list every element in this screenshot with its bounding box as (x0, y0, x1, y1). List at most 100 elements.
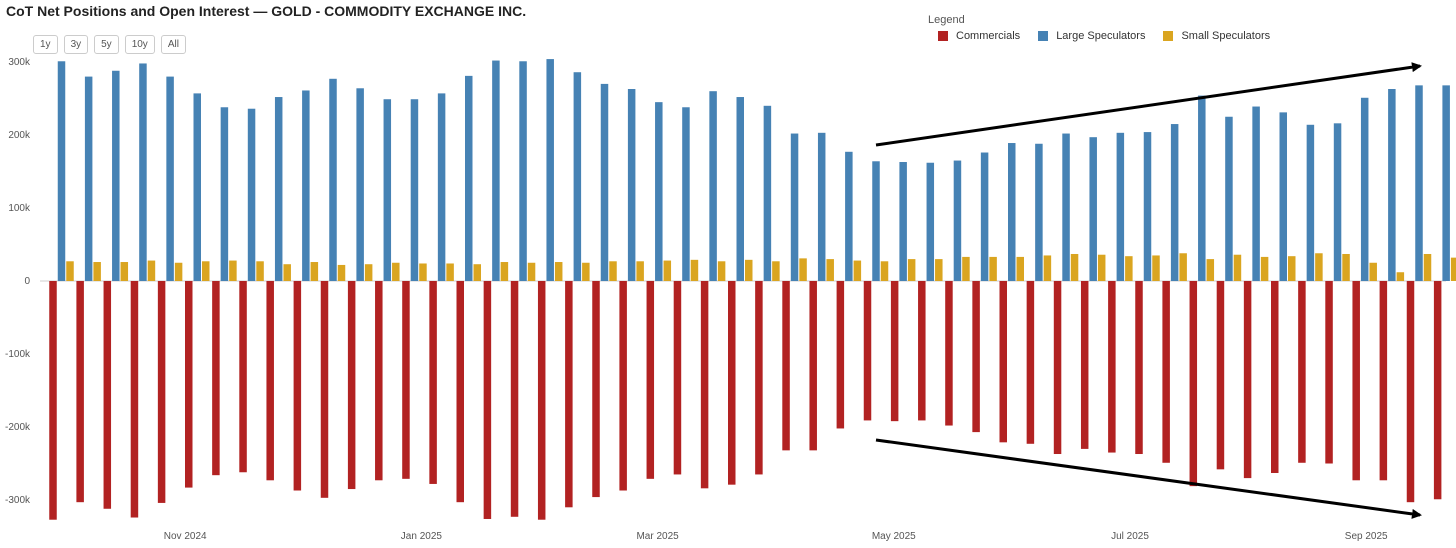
bar-small-speculators[interactable] (554, 262, 563, 281)
bar-commercials[interactable] (130, 281, 139, 518)
bar-commercials[interactable] (945, 281, 953, 426)
bar-large-speculators[interactable] (546, 59, 554, 281)
bar-large-speculators[interactable] (1442, 85, 1450, 281)
bar-commercials[interactable] (728, 281, 736, 485)
bar-large-speculators[interactable] (57, 61, 66, 281)
bar-small-speculators[interactable] (663, 260, 672, 281)
bar-large-speculators[interactable] (709, 91, 717, 281)
bar-small-speculators[interactable] (1342, 253, 1350, 281)
bar-commercials[interactable] (1026, 281, 1035, 444)
bar-large-speculators[interactable] (247, 108, 256, 281)
bar-small-speculators[interactable] (1152, 255, 1160, 281)
bar-commercials[interactable] (510, 281, 519, 517)
bar-small-speculators[interactable] (1179, 253, 1187, 281)
bar-small-speculators[interactable] (880, 261, 889, 281)
bar-commercials[interactable] (537, 281, 546, 520)
bar-small-speculators[interactable] (500, 262, 509, 281)
bar-small-speculators[interactable] (907, 259, 916, 281)
bar-large-speculators[interactable] (302, 90, 310, 281)
bar-large-speculators[interactable] (1225, 116, 1233, 281)
bar-small-speculators[interactable] (256, 261, 264, 281)
bar-large-speculators[interactable] (1198, 95, 1206, 281)
bar-commercials[interactable] (809, 281, 817, 451)
bar-large-speculators[interactable] (845, 151, 853, 281)
bar-commercials[interactable] (1108, 281, 1116, 453)
bar-small-speculators[interactable] (1233, 254, 1242, 281)
bar-commercials[interactable] (239, 281, 247, 473)
bar-commercials[interactable] (266, 281, 274, 481)
bar-small-speculators[interactable] (283, 264, 291, 281)
bar-large-speculators[interactable] (356, 88, 364, 281)
legend-item-small-speculators[interactable]: Small Speculators (1163, 30, 1270, 42)
range-button-3y[interactable]: 3y (63, 35, 89, 54)
bar-large-speculators[interactable] (872, 161, 880, 281)
bar-large-speculators[interactable] (1415, 85, 1423, 281)
bar-large-speculators[interactable] (682, 107, 690, 281)
bar-large-speculators[interactable] (112, 70, 120, 281)
bar-commercials[interactable] (1406, 281, 1415, 503)
bar-small-speculators[interactable] (1396, 272, 1405, 281)
bar-commercials[interactable] (1379, 281, 1388, 481)
bar-large-speculators[interactable] (1279, 112, 1288, 282)
bar-large-speculators[interactable] (492, 60, 500, 281)
bar-commercials[interactable] (755, 281, 763, 475)
bar-large-speculators[interactable] (1008, 143, 1016, 281)
bar-small-speculators[interactable] (392, 262, 400, 281)
bar-large-speculators[interactable] (1388, 89, 1396, 281)
bar-commercials[interactable] (972, 281, 980, 433)
bar-commercials[interactable] (1271, 281, 1279, 473)
bar-commercials[interactable] (293, 281, 302, 491)
bar-small-speculators[interactable] (1423, 253, 1432, 281)
bar-commercials[interactable] (700, 281, 709, 489)
bar-large-speculators[interactable] (763, 105, 772, 281)
bar-large-speculators[interactable] (790, 133, 799, 281)
legend-item-commercials[interactable]: Commercials (938, 30, 1020, 42)
bar-large-speculators[interactable] (519, 61, 527, 281)
bar-small-speculators[interactable] (229, 260, 237, 281)
bar-large-speculators[interactable] (1170, 124, 1179, 281)
bar-small-speculators[interactable] (1097, 254, 1106, 281)
bar-large-speculators[interactable] (329, 78, 337, 281)
bar-small-speculators[interactable] (582, 262, 590, 281)
bar-small-speculators[interactable] (337, 264, 346, 281)
bar-large-speculators[interactable] (736, 97, 745, 281)
bar-large-speculators[interactable] (84, 76, 93, 281)
bar-small-speculators[interactable] (1315, 253, 1323, 281)
bar-small-speculators[interactable] (419, 263, 427, 281)
bar-large-speculators[interactable] (1252, 106, 1260, 281)
bar-large-speculators[interactable] (1035, 143, 1043, 281)
bar-large-speculators[interactable] (139, 63, 147, 282)
bar-large-speculators[interactable] (410, 99, 419, 281)
bar-small-speculators[interactable] (1260, 256, 1269, 281)
bar-small-speculators[interactable] (853, 260, 862, 281)
bar-commercials[interactable] (347, 281, 356, 490)
bar-small-speculators[interactable] (1450, 257, 1456, 281)
bar-commercials[interactable] (1135, 281, 1143, 455)
bar-small-speculators[interactable] (446, 263, 454, 281)
bar-large-speculators[interactable] (166, 76, 174, 281)
bar-commercials[interactable] (646, 281, 655, 479)
bar-commercials[interactable] (918, 281, 926, 421)
bar-small-speculators[interactable] (1369, 262, 1377, 281)
bar-commercials[interactable] (49, 281, 57, 520)
bar-small-speculators[interactable] (935, 259, 943, 281)
bar-large-speculators[interactable] (627, 89, 636, 281)
bar-large-speculators[interactable] (1116, 132, 1125, 281)
bar-commercials[interactable] (1216, 281, 1225, 470)
bar-commercials[interactable] (185, 281, 193, 488)
bar-large-speculators[interactable] (465, 75, 473, 282)
bar-commercials[interactable] (157, 281, 166, 503)
bar-commercials[interactable] (592, 281, 600, 498)
bar-commercials[interactable] (320, 281, 329, 498)
bar-large-speculators[interactable] (573, 72, 582, 281)
bar-small-speculators[interactable] (772, 261, 780, 281)
bar-commercials[interactable] (1298, 281, 1306, 463)
bar-commercials[interactable] (1162, 281, 1170, 463)
bar-large-speculators[interactable] (1333, 123, 1342, 281)
bar-commercials[interactable] (483, 281, 492, 519)
bar-large-speculators[interactable] (274, 97, 283, 281)
bar-commercials[interactable] (1053, 281, 1062, 455)
range-button-5y[interactable]: 5y (94, 35, 119, 54)
bar-commercials[interactable] (1080, 281, 1089, 449)
range-button-1y[interactable]: 1y (33, 35, 58, 54)
